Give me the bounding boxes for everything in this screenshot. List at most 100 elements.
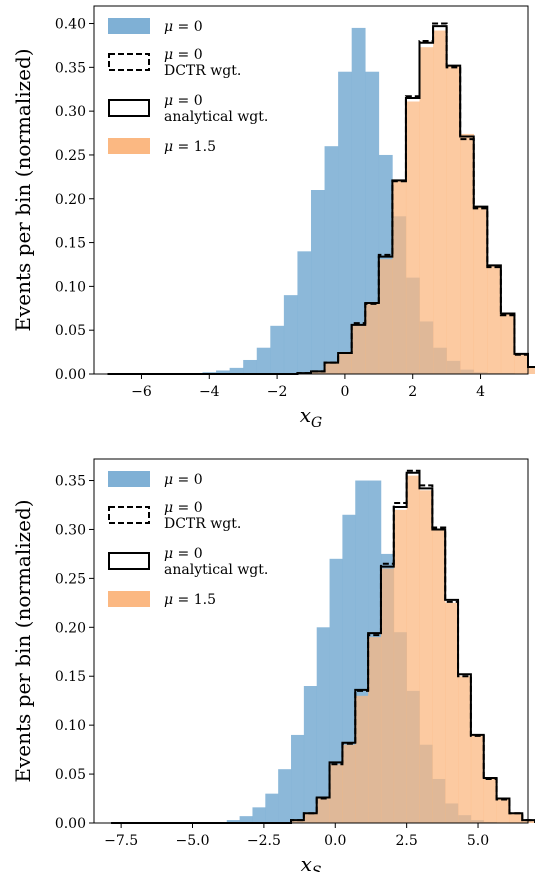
- bar: [243, 359, 258, 374]
- legend-label: analytical wgt.: [164, 109, 268, 125]
- bar: [229, 367, 244, 374]
- bar: [342, 744, 356, 823]
- dctr-step-line: [107, 22, 535, 375]
- legend-label: μ = 0: [164, 19, 203, 35]
- bar: [496, 798, 510, 823]
- bar: [252, 807, 266, 823]
- legend-label: μ = 1.5: [164, 592, 216, 608]
- bar: [514, 354, 529, 374]
- bar: [311, 371, 325, 374]
- bar: [355, 695, 369, 823]
- legend-label: μ = 0: [164, 47, 203, 63]
- bar: [239, 816, 253, 823]
- y-tick-label: 0.05: [55, 767, 86, 783]
- legend-swatch: [108, 138, 150, 154]
- bar: [324, 146, 339, 374]
- legend-label: μ = 0: [164, 472, 203, 488]
- y-tick-label: 0.20: [55, 620, 86, 636]
- bar: [291, 820, 305, 823]
- x-tick-label: 4: [476, 384, 485, 400]
- bar: [432, 529, 446, 823]
- y-tick-label: 0.20: [55, 192, 86, 208]
- bar: [270, 325, 285, 374]
- y-tick-label: 0.30: [55, 104, 86, 120]
- y-tick-label: 0.10: [55, 279, 86, 295]
- bar: [419, 490, 433, 823]
- bar: [473, 206, 488, 374]
- y-tick-label: 0.30: [55, 522, 86, 538]
- bar: [483, 778, 497, 823]
- legend-swatch: [108, 471, 150, 487]
- legend-label: analytical wgt.: [164, 562, 268, 578]
- legend-swatch: [108, 552, 150, 570]
- legend-swatch: [108, 18, 150, 34]
- bar: [445, 602, 459, 823]
- x-tick-label: 5.0: [467, 833, 489, 849]
- bar: [419, 47, 434, 374]
- bar: [365, 303, 380, 374]
- bar: [265, 793, 279, 823]
- legend-label: μ = 0: [164, 546, 203, 562]
- y-axis-label: Events per bin (normalized): [11, 499, 35, 782]
- bar: [378, 259, 393, 374]
- bar: [329, 764, 343, 823]
- x-tick-label: −6: [131, 384, 152, 400]
- bar: [351, 27, 366, 375]
- bar: [470, 734, 485, 823]
- x-tick-label: 2.5: [396, 833, 418, 849]
- series-3: [107, 22, 535, 375]
- bar: [392, 180, 407, 374]
- x-tick-label: −5.0: [176, 833, 210, 849]
- x-axis-label: xG: [300, 403, 322, 431]
- legend-swatch: [108, 99, 150, 117]
- x-tick-label: 0.0: [324, 833, 346, 849]
- y-tick-label: 0.00: [55, 816, 86, 832]
- bar: [303, 686, 318, 823]
- plot-frame: [93, 5, 529, 375]
- bar: [324, 362, 339, 374]
- x-tick-label: −2: [267, 384, 288, 400]
- bar: [311, 190, 325, 374]
- bar: [316, 627, 330, 823]
- bar: [446, 66, 461, 374]
- bar: [365, 71, 380, 374]
- bar: [528, 366, 535, 374]
- legend-label: μ = 1.5: [164, 139, 216, 155]
- legend-label: DCTR wgt.: [164, 63, 241, 79]
- legend-item: μ = 0: [108, 18, 203, 35]
- legend-label: μ = 0: [164, 500, 203, 516]
- bar: [380, 568, 395, 823]
- chart-top: 0.00 0.05 0.10 0.15 0.20 0.25 0.30 0.35 0.40 −6 −4…: [11, 5, 535, 431]
- legend-item: μ = 1.5: [108, 591, 216, 608]
- legend-label: μ = 0: [164, 93, 203, 109]
- bar: [460, 133, 475, 374]
- y-tick-label: 0.00: [55, 367, 86, 383]
- legend-swatch: [108, 506, 150, 524]
- y-tick-label: 0.15: [55, 236, 86, 252]
- bar: [487, 266, 502, 374]
- bar: [316, 798, 330, 823]
- bar: [509, 813, 523, 823]
- series-1: [291, 475, 535, 823]
- bar: [405, 101, 420, 374]
- bar: [338, 71, 352, 374]
- legend-item: μ = 0: [108, 471, 203, 488]
- x-axis-label: xS: [301, 852, 322, 872]
- bar: [351, 324, 366, 374]
- x-tick-label: −4: [199, 384, 220, 400]
- bar: [283, 295, 298, 374]
- y-tick-label: 0.25: [55, 148, 86, 164]
- bar: [393, 509, 407, 823]
- y-tick-label: 0.05: [55, 323, 86, 339]
- y-tick-label: 0.10: [55, 718, 86, 734]
- x-tick-label: −7.5: [104, 833, 138, 849]
- y-tick-label: 0.25: [55, 571, 86, 587]
- legend-item: μ = 1.5: [108, 138, 216, 155]
- bar: [297, 251, 312, 374]
- legend-swatch: [108, 53, 150, 71]
- plot-frame: [93, 458, 529, 824]
